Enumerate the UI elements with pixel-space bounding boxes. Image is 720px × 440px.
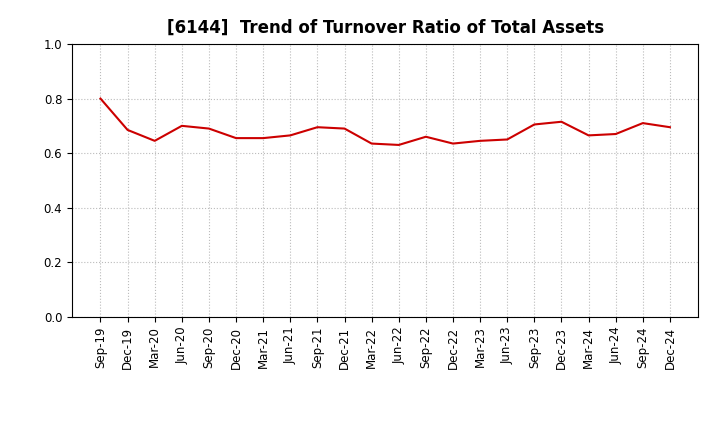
- Title: [6144]  Trend of Turnover Ratio of Total Assets: [6144] Trend of Turnover Ratio of Total …: [166, 19, 604, 37]
